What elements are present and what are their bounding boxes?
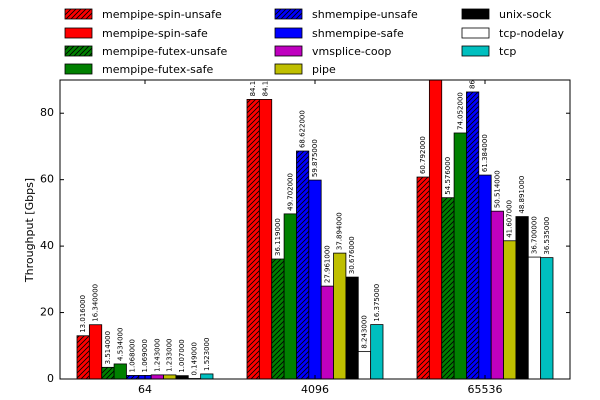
y-tick-label: 40	[40, 239, 54, 252]
bar	[490, 210, 504, 380]
value-label: 1.233000	[166, 338, 174, 371]
bar	[478, 174, 492, 380]
y-axis-label: Throughput [Gbps]	[23, 178, 36, 283]
x-tick-label: 64	[138, 383, 152, 396]
legend-swatch	[64, 45, 93, 57]
legend-label: shmempipe-unsafe	[312, 8, 418, 21]
bar	[200, 373, 214, 380]
legend-label: tcp-nodelay	[499, 27, 565, 40]
bar	[416, 176, 430, 380]
bar	[271, 258, 285, 380]
value-label: 3.514000	[104, 331, 112, 364]
value-label: 1.069000	[141, 339, 149, 372]
x-tick-label: 65536	[468, 383, 503, 396]
bar	[88, 324, 103, 380]
bar	[345, 276, 359, 380]
bar	[320, 285, 334, 380]
bar	[503, 240, 517, 380]
value-label: 16.375000	[373, 284, 381, 322]
value-label: 74.052000	[456, 92, 464, 130]
value-label: 1.243000	[153, 338, 161, 371]
legend-label: mempipe-futex-safe	[102, 63, 214, 76]
bar	[333, 252, 347, 380]
bar	[258, 99, 273, 380]
value-label: 41.607000	[506, 200, 514, 238]
bars: 13.016000 16.340000 3.514000 4.534000 1.0680…	[76, 80, 554, 380]
bar	[163, 374, 177, 380]
bar	[175, 375, 189, 380]
value-label: 84.1	[262, 81, 270, 97]
legend-label: shmempipe-safe	[312, 27, 404, 40]
legend-label: tcp	[499, 45, 516, 58]
bar	[540, 257, 554, 380]
value-label: 27.961000	[323, 245, 331, 283]
legend-swatch	[64, 8, 93, 20]
value-label: 84.1	[249, 81, 257, 97]
legend-swatch	[274, 27, 303, 39]
legend-label: mempipe-futex-unsafe	[102, 45, 227, 58]
value-label: 59.875000	[311, 139, 319, 177]
y-tick-label: 20	[40, 306, 54, 319]
bar	[101, 366, 115, 380]
bar	[283, 213, 297, 380]
plot-frame	[59, 79, 571, 380]
legend-swatch	[461, 8, 490, 20]
legend-swatch	[64, 27, 93, 39]
legend-swatch	[274, 45, 303, 57]
legend-label: mempipe-spin-unsafe	[102, 8, 222, 21]
bar	[441, 197, 455, 380]
bar	[428, 80, 443, 380]
value-label: 8.243000	[360, 315, 368, 348]
legend-swatch	[64, 63, 93, 75]
y-tick-label: 80	[40, 106, 54, 119]
legend-swatch	[274, 63, 303, 75]
y-tick-label: 60	[40, 173, 54, 186]
x-tick-label: 4096	[301, 383, 329, 396]
value-label: 1.007000	[178, 339, 186, 372]
bar	[113, 363, 127, 380]
value-label: 16.340000	[92, 284, 100, 322]
value-label: 36.535000	[543, 217, 551, 255]
bar	[527, 256, 542, 380]
value-label: 68.622000	[299, 110, 307, 148]
y-tick-label: 0	[47, 372, 54, 385]
bar	[453, 132, 467, 380]
value-label: 86	[469, 80, 477, 89]
value-label: 49.702000	[286, 173, 294, 211]
value-label: 13.016000	[79, 295, 87, 333]
legend-label: pipe	[312, 63, 336, 76]
bar	[515, 216, 529, 380]
bar	[126, 375, 140, 380]
legend-swatch	[461, 45, 490, 57]
legend-swatch	[274, 8, 303, 20]
bar	[296, 150, 310, 380]
value-label: 60.792000	[419, 136, 427, 174]
bar	[466, 91, 480, 380]
bar	[370, 324, 384, 380]
legend-label: mempipe-spin-safe	[102, 27, 208, 40]
legend-swatch	[461, 27, 490, 39]
value-label: 36.119000	[274, 218, 282, 256]
value-label: 1.523000	[203, 338, 211, 371]
value-label: 50.514000	[493, 170, 501, 208]
bar	[246, 99, 260, 380]
bar	[76, 335, 90, 380]
value-label: 48.891000	[518, 176, 526, 214]
value-label: 4.534000	[116, 328, 124, 361]
value-label: 37.894000	[336, 212, 344, 250]
bar	[150, 374, 164, 380]
value-label: 54.576000	[444, 157, 452, 195]
value-label: 36.700000	[530, 216, 538, 254]
bar	[308, 179, 322, 380]
bar	[357, 351, 372, 380]
value-label: 61.384000	[481, 134, 489, 172]
legend-label: vmsplice-coop	[312, 45, 391, 58]
legend-label: unix-sock	[499, 8, 552, 21]
value-label: 0.149000	[190, 342, 198, 375]
value-label: 30.676000	[348, 236, 356, 274]
value-label: 1.068000	[129, 339, 137, 372]
